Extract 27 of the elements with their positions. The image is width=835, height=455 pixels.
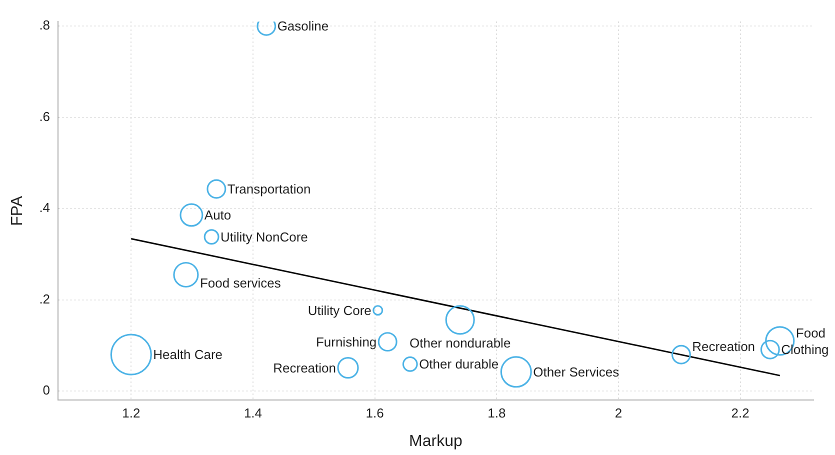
annotation: Other Services [533, 364, 620, 380]
x-tick-label: 1.4 [244, 406, 262, 421]
annotation: Recreation [692, 339, 756, 354]
x-tick-label: 2 [614, 406, 622, 421]
y-tick-label: 0 [42, 382, 50, 398]
annotation: Food services [200, 275, 282, 290]
annotation: Recreation [273, 360, 336, 376]
y-tick-label: .2 [39, 291, 50, 306]
y-axis-title: FPA [9, 196, 26, 226]
annotation: Health Care [153, 347, 223, 362]
annotation: Food [796, 325, 826, 340]
x-axis-title: Markup [409, 432, 462, 450]
x-tick-label: 2.2 [731, 406, 750, 421]
annotation: Other durable [419, 356, 499, 372]
annotation: Gasoline [277, 18, 329, 34]
annotation: Auto [204, 208, 232, 223]
y-tick-label: .8 [39, 18, 50, 33]
x-tick-label: 1.2 [122, 406, 140, 421]
annotation: Utility NonCore [220, 229, 308, 244]
x-tick-label: 1.6 [366, 406, 384, 421]
annotation: Furnishing [316, 334, 377, 350]
y-tick-label: .6 [39, 108, 50, 124]
x-tick-label: 1.8 [488, 406, 506, 421]
annotation: Other nondurable [409, 335, 511, 350]
annotation: Transportation [227, 182, 311, 197]
y-tick-label: .4 [39, 200, 50, 216]
annotation: Utility Core [308, 302, 372, 318]
